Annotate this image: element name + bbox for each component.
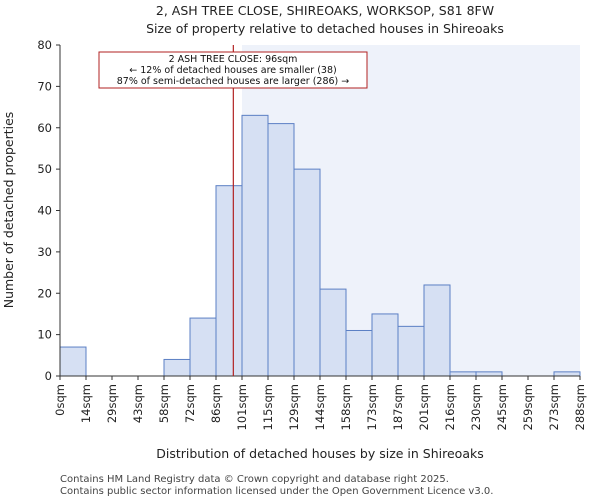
y-tick-label: 40 (37, 204, 52, 218)
x-axis-label: Distribution of detached houses by size … (156, 446, 484, 461)
bar-58sqm (163, 358, 191, 377)
bar-115sqm (267, 123, 295, 377)
x-tick-label: 86sqm (209, 384, 223, 423)
annotation-box (98, 51, 368, 89)
x-tick-label: 259sqm (521, 384, 535, 430)
footer-line-2: Contains public sector information licen… (60, 486, 493, 497)
y-tick-label: 20 (37, 286, 52, 300)
x-tick-label: 273sqm (547, 384, 561, 430)
bar-273sqm (553, 371, 581, 377)
x-tick-label: 173sqm (365, 384, 379, 430)
footer-line-1: Contains HM Land Registry data © Crown c… (60, 474, 449, 485)
bar-0sqm (59, 346, 87, 377)
bar-201sqm (423, 284, 451, 377)
y-tick-label: 60 (37, 121, 52, 135)
y-tick-label: 50 (37, 162, 52, 176)
bar-173sqm (371, 313, 399, 377)
y-tick-label: 10 (37, 328, 52, 342)
x-tick-label: 245sqm (495, 384, 509, 430)
x-tick-label: 29sqm (105, 384, 119, 423)
x-tick-label: 230sqm (469, 384, 483, 430)
bar-144sqm (319, 288, 347, 377)
x-tick-label: 72sqm (183, 384, 197, 423)
bar-86sqm (215, 185, 243, 377)
y-tick-label: 70 (37, 79, 52, 93)
bar-230sqm (475, 371, 503, 377)
x-tick-label: 43sqm (131, 384, 145, 423)
x-tick-label: 187sqm (391, 384, 405, 430)
x-tick-label: 129sqm (287, 384, 301, 430)
bar-216sqm (449, 371, 477, 377)
x-tick-label: 14sqm (79, 384, 93, 423)
annotation-line-1: 2 ASH TREE CLOSE: 96sqm (169, 54, 298, 65)
bar-72sqm (189, 317, 217, 377)
y-tick-label: 80 (37, 38, 52, 52)
chart-title: 2, ASH TREE CLOSE, SHIREOAKS, WORKSOP, S… (156, 3, 494, 18)
x-tick-label: 158sqm (339, 384, 353, 430)
annotation-line-3: 87% of semi-detached houses are larger (… (117, 76, 350, 87)
annotation-line-2: ← 12% of detached houses are smaller (38… (129, 65, 336, 76)
y-tick-label: 0 (45, 369, 52, 383)
bar-158sqm (345, 329, 373, 377)
x-tick-label: 144sqm (313, 384, 327, 430)
y-axis-label: Number of detached properties (1, 112, 16, 309)
x-tick-label: 288sqm (573, 384, 587, 430)
bar-187sqm (397, 325, 425, 377)
x-tick-label: 115sqm (261, 384, 275, 430)
bar-101sqm (241, 114, 269, 377)
plot-area: 0 10 20 30 40 50 60 70 80 0sqm 14sqm 29sqm 43sqm 58sq… (37, 38, 587, 430)
x-tick-label: 201sqm (417, 384, 431, 430)
x-tick-label: 216sqm (443, 384, 457, 430)
y-tick-label: 30 (37, 245, 52, 259)
x-tick-label: 101sqm (235, 384, 249, 430)
chart-subtitle: Size of property relative to detached ho… (146, 21, 504, 36)
x-tick-label: 0sqm (53, 384, 67, 416)
x-tick-label: 58sqm (157, 384, 171, 423)
bar-129sqm (293, 168, 321, 377)
